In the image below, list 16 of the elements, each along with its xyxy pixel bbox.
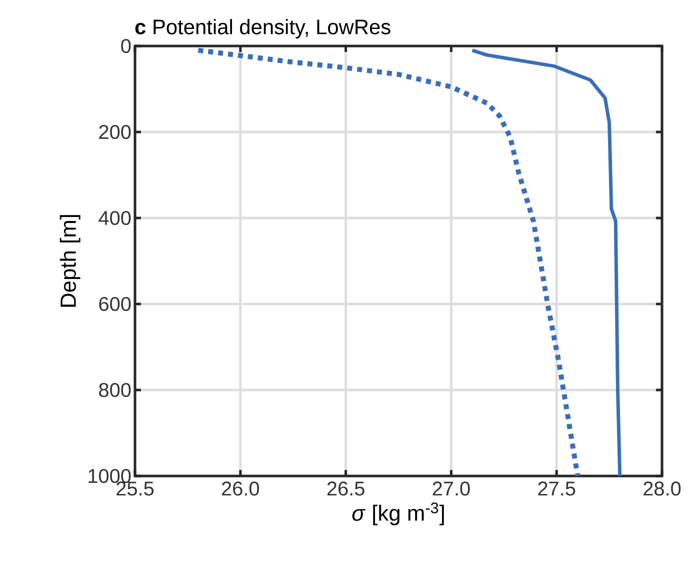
x-axis-title: σ [kg m$^{-3}$]	[352, 502, 444, 526]
y-tick-label: 0	[121, 38, 131, 54]
chart-title: c Potential density, LowRes	[135, 19, 390, 39]
x-tick-label: 28.0	[644, 482, 681, 496]
y-tick-label: 1000	[88, 468, 131, 484]
x-tick-label: 27.5	[538, 482, 576, 496]
line-series	[470, 48, 622, 478]
x-tick-label: 27.0	[432, 482, 470, 496]
x-tick-label: 26.0	[222, 482, 260, 496]
y-axis-title: Depth [m]	[60, 215, 80, 307]
x-tick-label: 25.5	[116, 482, 154, 496]
y-tick-label: 800	[99, 382, 131, 398]
x-tick-label: 26.5	[327, 482, 364, 496]
y-tick-label: 600	[99, 296, 131, 312]
y-tick-label: 200	[99, 124, 131, 140]
y-tick-label: 400	[98, 210, 131, 226]
